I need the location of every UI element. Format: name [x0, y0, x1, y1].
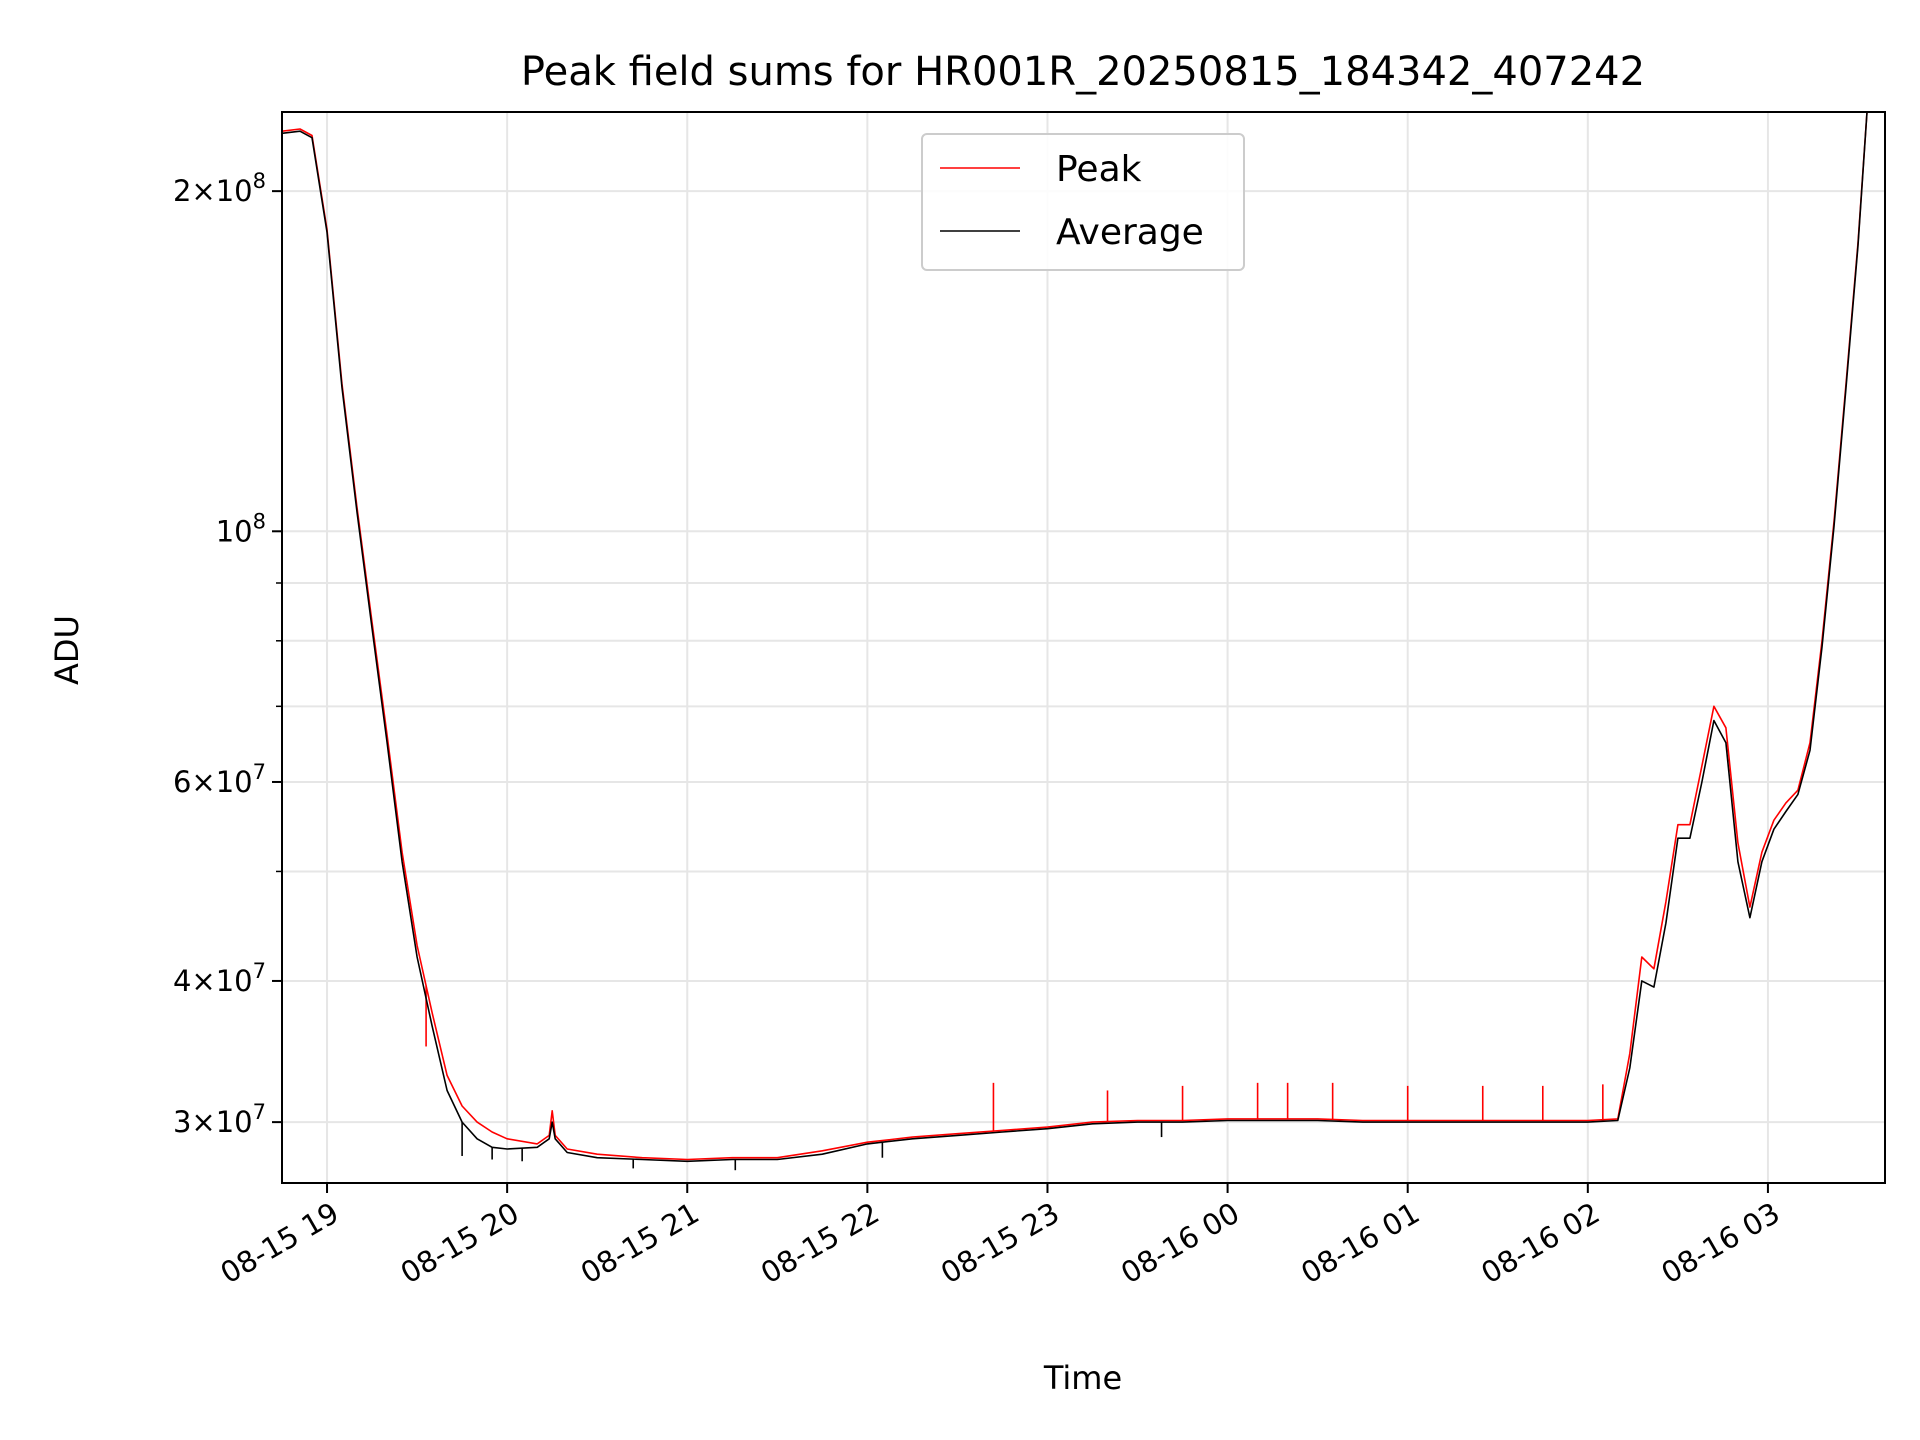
y-tick-times: ×10 [191, 174, 252, 208]
y-tick-exponent: 7 [253, 760, 266, 784]
y-tick-label: 3×107 [173, 1100, 266, 1139]
y-tick-times: ×10 [191, 1105, 252, 1139]
y-tick-label: 6×107 [173, 760, 266, 799]
y-tick-label: 2×108 [173, 169, 266, 208]
y-tick-base: 10 [216, 514, 253, 548]
y-tick-mantissa: 3 [173, 1105, 191, 1139]
y-tick-exponent: 7 [253, 1100, 266, 1124]
series-layer [282, 112, 1885, 1171]
y-tick-times: ×10 [191, 964, 252, 998]
x-axis-title: Time [1043, 1359, 1122, 1397]
series-clip-group [282, 112, 1885, 1171]
legend: Peak Average [921, 133, 1245, 271]
series-line-average [282, 112, 1885, 1163]
series-peak [282, 112, 1885, 1161]
y-tick-label: 4×107 [173, 959, 266, 998]
chart-title: Peak field sums for HR001R_20250815_1843… [521, 49, 1645, 95]
y-tick-mantissa: 2 [173, 174, 191, 208]
grid [282, 112, 1885, 1183]
legend-label-peak: Peak [1056, 149, 1142, 190]
y-tick-mantissa: 4 [173, 964, 191, 998]
series-average [282, 112, 1885, 1171]
plot-frame [281, 111, 1886, 1184]
series-line-peak [282, 112, 1885, 1161]
legend-label-average: Average [1056, 212, 1204, 253]
y-tick-mantissa: 6 [173, 765, 191, 799]
y-axis-title: ADU [48, 615, 86, 685]
y-tick-label: 108 [216, 509, 266, 548]
y-tick-times: ×10 [191, 765, 252, 799]
y-tick-exponent: 8 [253, 509, 266, 533]
y-tick-exponent: 8 [253, 169, 266, 193]
y-tick-exponent: 7 [253, 959, 266, 983]
